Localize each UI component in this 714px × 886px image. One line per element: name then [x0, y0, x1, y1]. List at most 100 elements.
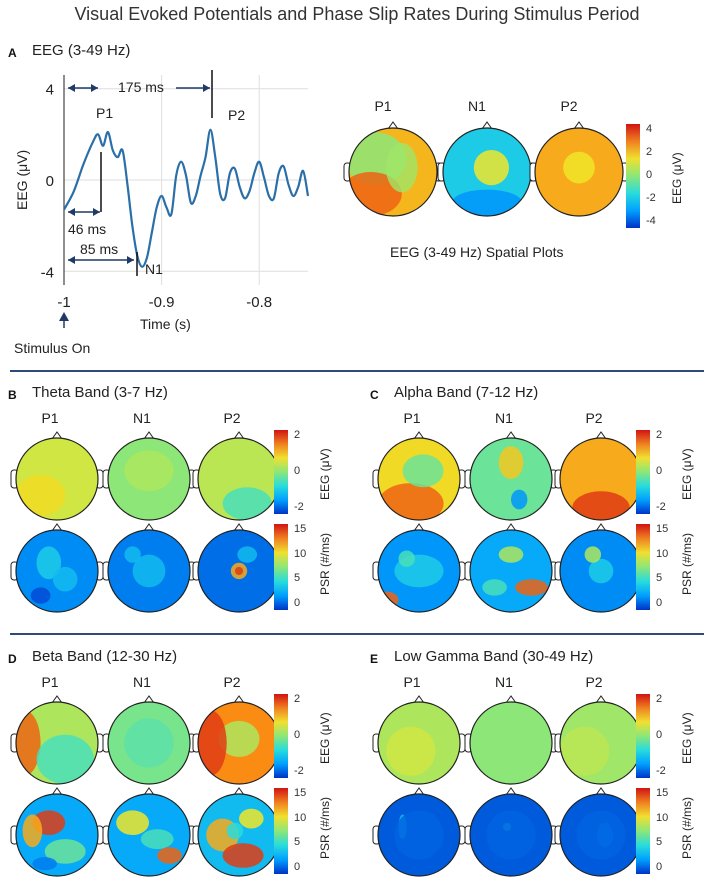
colorbar-tick-label: 5 — [656, 572, 663, 585]
latency-label-46ms: 46 ms — [68, 221, 106, 237]
spatial-caption: EEG (3-49 Hz) Spatial Plots — [390, 244, 564, 260]
nose-shape — [233, 787, 245, 796]
colorbar-tick-label: 0 — [646, 169, 653, 181]
topomap-head — [343, 121, 443, 217]
topomap-head — [437, 121, 537, 217]
topomap-head — [464, 787, 558, 877]
nose-shape — [573, 121, 585, 130]
colorbar-tick-label: 0 — [294, 465, 301, 477]
colorbar-tick-label: 4 — [646, 123, 653, 135]
condition-label-n1: N1 — [468, 98, 486, 114]
colorbar-tick-label: -2 — [294, 765, 304, 777]
topomap-head — [192, 787, 286, 877]
colorbar-tick-label: -2 — [646, 192, 656, 204]
condition-label-n1: N1 — [133, 410, 151, 426]
topomap-eeg-b-p2 — [190, 430, 288, 527]
colorbar-label: PSR (#/ms) — [318, 532, 332, 595]
topomap-head — [464, 695, 558, 785]
topomap-head — [372, 523, 466, 613]
topomap-psr-e-p1 — [370, 786, 468, 883]
nose-shape — [387, 121, 399, 130]
nose-shape — [505, 787, 517, 796]
nose-shape — [143, 523, 155, 532]
topomap-psr-b-n1 — [100, 522, 198, 619]
topomap-eeg-c-n1 — [462, 430, 560, 527]
topomap-psr-d-p2 — [190, 786, 288, 883]
topomap-psr-b-p1 — [8, 522, 106, 619]
topomap-eeg-b-n1 — [100, 430, 198, 527]
topomap-head — [10, 523, 104, 613]
arrow-head — [68, 84, 75, 92]
topomap-head — [102, 523, 196, 613]
x-tick-label: -0.8 — [246, 294, 272, 311]
topomap-head — [10, 431, 104, 521]
nose-shape — [51, 787, 63, 796]
p1-label: P1 — [96, 105, 113, 121]
condition-label-p1: P1 — [403, 410, 421, 426]
panel-e-title: Low Gamma Band (30-49 Hz) — [394, 648, 594, 665]
colorbar-tick-label: -2 — [294, 501, 304, 513]
colorbar-tick-label: 2 — [294, 429, 301, 441]
colorbar-label: PSR (#/ms) — [680, 796, 694, 859]
topomap-head — [372, 431, 466, 521]
colorbar-tick-label: 0 — [294, 729, 301, 741]
condition-label-p1: P1 — [41, 674, 59, 690]
chart-ylabel: EEG (μV) — [14, 149, 30, 210]
arrow-head — [68, 208, 75, 216]
nose-shape — [233, 695, 245, 704]
colorbar-tick-label: 15 — [656, 523, 669, 535]
topomap-head — [102, 695, 196, 785]
condition-label-p2: P2 — [560, 98, 578, 114]
nose-shape — [233, 431, 245, 440]
vep-line-chart: 175 ms P2 P1 46 ms 85 ms N1 4 0 -4-1 -0.9 -0.8 — [41, 70, 310, 328]
colorbar-eeg-c — [636, 430, 650, 514]
colorbar-tick-label: 15 — [656, 787, 669, 799]
colorbar-psr-d — [274, 788, 288, 874]
y-tick-label: -4 — [41, 264, 54, 281]
topomap-psr-c-p2 — [552, 522, 650, 619]
topomap-head — [192, 431, 286, 521]
p2-label: P2 — [228, 107, 245, 123]
colorbar-tick-label: 2 — [656, 429, 663, 441]
topomap-head — [10, 787, 104, 877]
colorbar-tick-label: 0 — [294, 597, 301, 609]
panel-d-letter: D — [8, 652, 17, 666]
topomap-head — [10, 695, 104, 785]
colorbar-tick-label: 0 — [294, 861, 301, 873]
colorbar-label: PSR (#/ms) — [318, 796, 332, 859]
colorbar-tick-label: 5 — [656, 836, 663, 849]
colorbar-tick-label: 0 — [656, 465, 663, 477]
topomap-head — [554, 523, 648, 613]
topomap-psr-d-p1 — [8, 786, 106, 883]
colorbar-tick-label: 10 — [656, 811, 669, 824]
topomap-head — [464, 431, 558, 521]
colorbar-tick-label: 15 — [294, 787, 307, 799]
condition-label-n1: N1 — [495, 410, 513, 426]
nose-shape — [505, 695, 517, 704]
figure-title: Visual Evoked Potentials and Phase Slip … — [74, 4, 640, 24]
condition-label-p2: P2 — [223, 410, 241, 426]
panel-e-letter: E — [370, 652, 379, 666]
topomap-eeg-e-n1 — [462, 694, 560, 791]
condition-label-p2: P2 — [585, 674, 603, 690]
topomap-psr-d-n1 — [100, 786, 198, 883]
topomap-eeg-c-p1 — [370, 430, 468, 527]
colorbar-tick-label: 2 — [656, 693, 663, 705]
colorbar-tick-label: 2 — [294, 693, 301, 705]
colorbar-tick-label: 10 — [656, 547, 669, 560]
colorbar-label: EEG (μV) — [680, 712, 694, 764]
latency-label-85ms: 85 ms — [80, 241, 118, 257]
nose-shape — [595, 431, 607, 440]
condition-label-n1: N1 — [133, 674, 151, 690]
colorbar-eeg-b — [274, 430, 288, 514]
colorbar-eeg-d — [274, 694, 288, 778]
colorbar-label: EEG (μV) — [680, 448, 694, 500]
arrow-head — [127, 256, 134, 264]
topomap-head — [464, 523, 558, 613]
nose-shape — [143, 695, 155, 704]
topomap-head — [372, 695, 466, 785]
nose-shape — [595, 523, 607, 532]
topomap-eeg-d-n1 — [100, 694, 198, 791]
eeg-trace-line — [63, 128, 310, 268]
topomap-psr-c-p1 — [370, 522, 468, 619]
